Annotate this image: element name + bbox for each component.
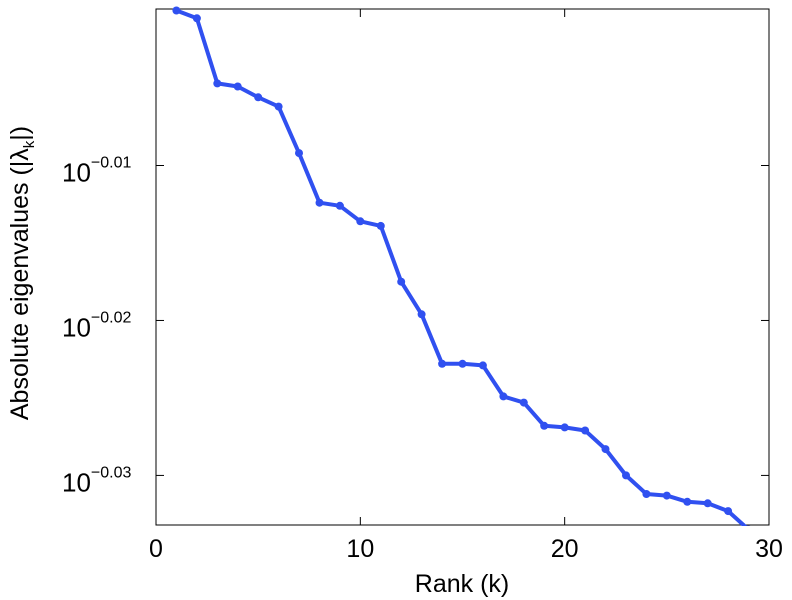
data-point xyxy=(622,471,630,480)
series-line xyxy=(174,8,748,526)
x-tick-label: 10 xyxy=(346,535,374,563)
data-point xyxy=(560,423,569,432)
data-point xyxy=(192,14,201,23)
data-point xyxy=(315,198,324,207)
axis-tick-labels: 0 10 20 30 10−0.01 10−0.02 10−0.03 xyxy=(62,155,783,563)
data-point xyxy=(417,310,426,319)
data-point xyxy=(540,421,549,430)
axis-ticks xyxy=(155,9,770,525)
plot-area-frame xyxy=(155,8,770,526)
y-axis-label: Absolute eigenvalues (|λk|) xyxy=(6,125,39,420)
y-tick-label: 10−0.02 xyxy=(62,309,132,342)
data-point xyxy=(335,201,344,210)
data-point xyxy=(724,507,733,516)
data-point xyxy=(765,527,773,535)
data-point xyxy=(601,445,610,454)
data-point xyxy=(703,499,712,508)
data-point xyxy=(642,490,651,498)
data-point xyxy=(172,6,181,15)
data-point xyxy=(683,497,692,506)
data-point xyxy=(458,359,467,368)
data-point xyxy=(295,149,303,158)
data-point xyxy=(356,217,365,226)
y-tick-label: 10−0.01 xyxy=(62,155,132,188)
data-point xyxy=(438,359,447,368)
x-tick-label: 20 xyxy=(551,535,579,563)
data-point xyxy=(581,426,590,435)
data-point xyxy=(233,82,242,91)
data-point xyxy=(376,221,385,230)
data-point xyxy=(519,398,528,407)
data-point xyxy=(254,93,263,102)
data-point xyxy=(397,277,406,286)
data-series xyxy=(172,6,773,535)
data-point xyxy=(662,491,671,500)
x-tick-label: 30 xyxy=(755,535,783,563)
data-point xyxy=(478,361,487,370)
data-point xyxy=(213,79,222,88)
data-point xyxy=(499,392,508,401)
x-tick-label: 0 xyxy=(149,535,163,563)
data-point xyxy=(274,102,283,111)
x-axis-label: Rank (k) xyxy=(415,570,509,598)
data-point xyxy=(746,525,751,526)
y-tick-label: 10−0.03 xyxy=(62,464,132,497)
